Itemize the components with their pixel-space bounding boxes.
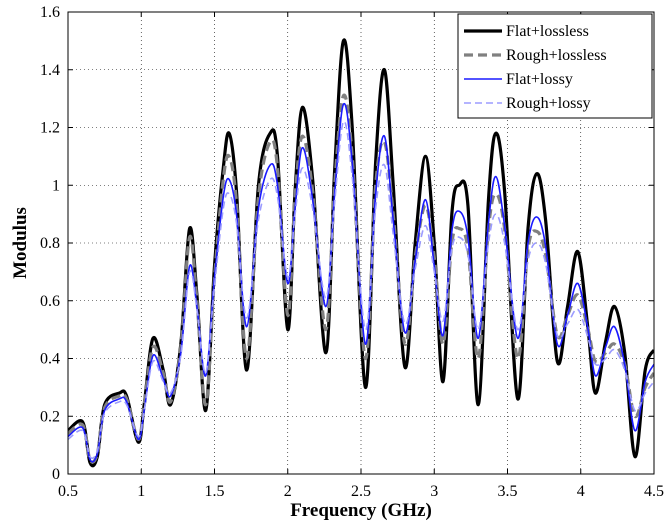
x-tick-label: 0.5 bbox=[58, 483, 78, 500]
y-axis-title: Modulus bbox=[10, 207, 31, 279]
y-tick-label: 0.6 bbox=[40, 293, 60, 310]
y-tick-labels: 0 0.2 0.4 0.6 0.8 1 1.2 1.4 1.6 bbox=[40, 4, 60, 483]
legend-label: Rough+lossy bbox=[506, 95, 591, 112]
x-tick-label: 3.5 bbox=[498, 483, 518, 500]
x-tick-label: 3 bbox=[430, 483, 438, 500]
y-tick-label: 1.4 bbox=[40, 62, 60, 79]
y-tick-label: 0 bbox=[52, 466, 60, 483]
x-tick-label: 1.5 bbox=[205, 483, 225, 500]
x-tick-label: 4.5 bbox=[644, 483, 664, 500]
x-axis-title: Frequency (GHz) bbox=[290, 500, 432, 521]
x-tick-label: 2 bbox=[284, 483, 292, 500]
series-line-4 bbox=[68, 120, 654, 460]
x-tick-labels: 0.5 1 1.5 2 2.5 3 3.5 4 4.5 bbox=[58, 483, 664, 500]
legend-label: Flat+lossy bbox=[506, 71, 573, 88]
x-tick-label: 2.5 bbox=[351, 483, 371, 500]
y-tick-label: 0.2 bbox=[40, 408, 60, 425]
y-tick-label: 1 bbox=[52, 177, 60, 194]
y-tick-label: 1.2 bbox=[40, 120, 60, 137]
y-tick-label: 0.4 bbox=[40, 351, 60, 368]
y-tick-label: 0.8 bbox=[40, 235, 60, 252]
legend-label: Rough+lossless bbox=[506, 47, 607, 64]
series-layer bbox=[68, 38, 654, 468]
legend-label: Flat+lossless bbox=[506, 23, 589, 40]
x-tick-label: 1 bbox=[137, 483, 145, 500]
x-tick-label: 4 bbox=[577, 483, 585, 500]
y-tick-label: 1.6 bbox=[40, 4, 60, 21]
legend: Flat+lossless Rough+lossless Flat+lossy Rou… bbox=[457, 13, 653, 119]
